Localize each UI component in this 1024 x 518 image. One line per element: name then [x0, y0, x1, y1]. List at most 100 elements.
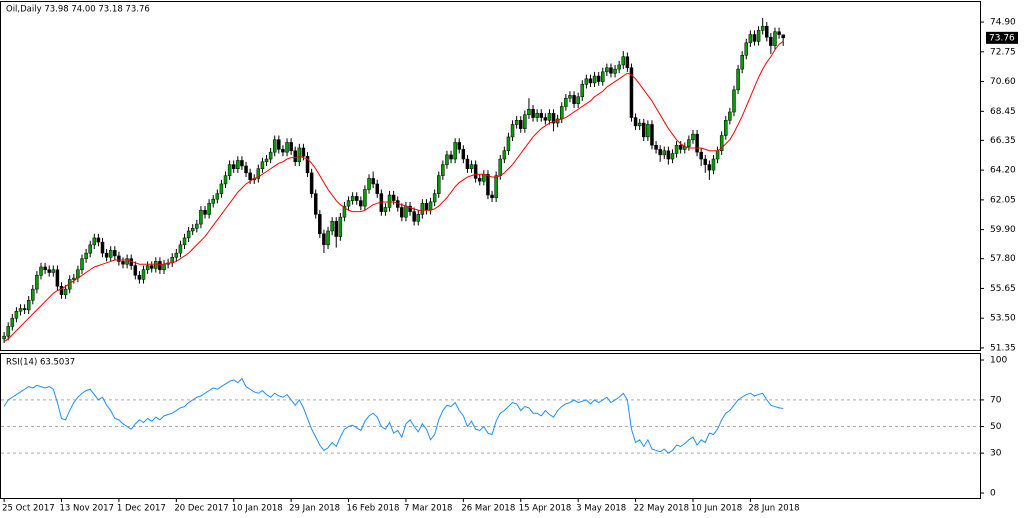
candle-body: [658, 149, 662, 156]
candle-body: [391, 194, 396, 201]
x-tick-label: 16 Feb 2018: [347, 504, 400, 514]
x-tick-label: 26 Mar 2018: [461, 504, 515, 514]
candle-body: [699, 151, 703, 160]
candle-body: [527, 108, 531, 116]
x-tick-label: 1 Dec 2017: [117, 504, 166, 514]
candle-body: [687, 139, 691, 147]
candle-body: [703, 158, 708, 165]
candle-body: [760, 25, 765, 31]
candle-body: [453, 142, 457, 160]
candle-body: [506, 136, 511, 151]
candle-body: [642, 122, 646, 138]
candle-body: [182, 237, 187, 246]
candle-body: [650, 124, 654, 146]
candle-body: [359, 200, 363, 207]
candle-body: [6, 326, 10, 337]
candle-body: [539, 113, 544, 118]
candle-body: [588, 78, 593, 84]
candle-body: [100, 241, 105, 254]
x-tick-label: 15 Apr 2018: [519, 504, 572, 514]
rsi-y-tick-label: 50: [990, 422, 1002, 432]
candle-body: [72, 277, 76, 280]
candle-body: [277, 139, 281, 150]
moving-average: [3, 41, 784, 343]
candle-body: [765, 25, 769, 38]
candle-body: [584, 78, 589, 85]
candle-body: [617, 64, 621, 70]
candle-body: [338, 216, 343, 237]
candle-body: [346, 200, 351, 207]
candle-body: [313, 193, 318, 215]
candle-body: [219, 183, 224, 194]
candle-body: [248, 172, 252, 181]
candle-body: [666, 150, 671, 160]
candle-body: [18, 308, 23, 312]
candle-body: [367, 178, 371, 190]
candle-body: [281, 149, 285, 153]
candle-body: [342, 205, 347, 218]
candle-body: [629, 67, 634, 118]
candle-body: [732, 89, 736, 113]
candle-body: [371, 178, 375, 185]
candle-body: [465, 158, 470, 169]
candle-body: [63, 288, 68, 295]
y-tick-label: 57.80: [990, 254, 1016, 264]
candle-body: [318, 214, 322, 235]
candle-body: [256, 168, 261, 179]
rsi-y-tick-label: 70: [990, 395, 1002, 405]
candle-body: [482, 174, 486, 182]
candle-body: [145, 265, 150, 270]
candle-body: [605, 67, 609, 73]
rsi-label: RSI(14) 63.5037: [6, 358, 75, 368]
candle-body: [551, 113, 556, 124]
candle-body: [240, 160, 244, 167]
candle-body: [490, 194, 494, 199]
candle-body: [773, 31, 777, 46]
y-tick-label: 59.90: [990, 225, 1016, 235]
candle-body: [199, 209, 203, 225]
candle-body: [523, 114, 527, 129]
candle-body: [223, 175, 228, 185]
candle-body: [375, 183, 379, 194]
candle-body: [211, 198, 215, 204]
x-tick-label: 25 Oct 2017: [2, 504, 55, 514]
y-tick-label: 74.90: [990, 18, 1016, 28]
candle-body: [190, 227, 195, 232]
candle-body: [543, 117, 548, 121]
candle-body: [494, 175, 498, 199]
y-tick-label: 64.20: [990, 166, 1016, 176]
candle-body: [519, 120, 523, 129]
candle-body: [670, 153, 675, 160]
candle-body: [756, 30, 761, 42]
candle-body: [613, 68, 617, 74]
candle-body: [137, 275, 142, 280]
candle-body: [498, 158, 503, 176]
rsi-y-tick-label: 0: [990, 489, 996, 499]
candle-body: [363, 189, 367, 207]
candle-body: [293, 150, 297, 163]
candle-body: [51, 269, 56, 273]
candle-body: [113, 250, 117, 257]
rsi-y-tick-label: 30: [990, 449, 1002, 459]
y-tick-label: 55.65: [990, 284, 1016, 294]
candle-body: [752, 34, 757, 42]
candle-body: [568, 95, 572, 99]
candle-body: [31, 288, 35, 301]
candle-body: [121, 261, 125, 265]
candle-body: [695, 133, 699, 153]
x-tick-label: 20 Dec 2017: [174, 504, 228, 514]
candle-body: [350, 196, 355, 201]
candle-body: [84, 252, 88, 259]
candle-body: [207, 203, 211, 215]
candle-body: [572, 95, 576, 104]
rsi-line: [3, 377, 784, 454]
candle-body: [88, 244, 92, 254]
candle-body: [400, 207, 404, 218]
candle-body: [141, 269, 146, 280]
rsi-y-tick-label: 100: [990, 356, 1007, 366]
candle-body: [428, 201, 433, 211]
y-tick-label: 62.05: [990, 195, 1016, 205]
last-price-label: 73.76: [989, 33, 1015, 43]
candle-body: [486, 174, 490, 196]
candle-body: [125, 258, 129, 265]
